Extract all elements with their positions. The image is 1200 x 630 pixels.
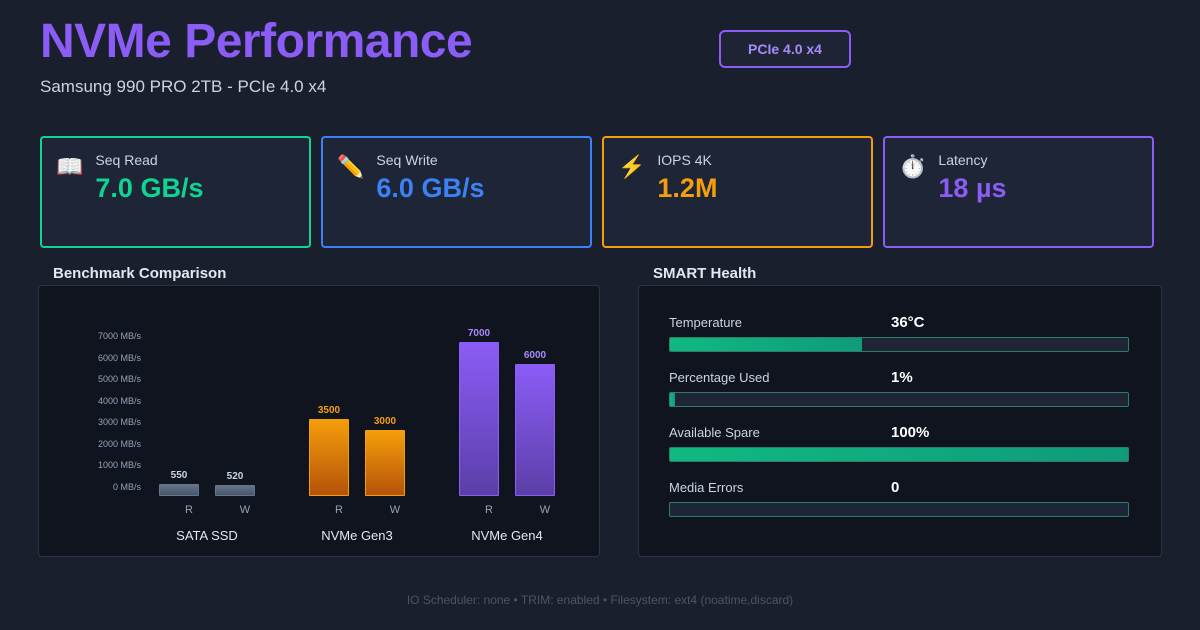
- stat-card: ⚡ IOPS 4K 1.2M: [602, 136, 873, 248]
- chart-bar-column: 6000: [515, 350, 555, 496]
- smart-metric-row: Percentage Used 1%: [669, 369, 1133, 407]
- chart-bar-op-label: R: [185, 504, 193, 516]
- chart-bar-column: 7000: [459, 328, 499, 496]
- smart-metric-row: Temperature 36°C: [669, 314, 1133, 352]
- chart-bar-column: 520: [215, 471, 255, 496]
- page-header: NVMe Performance Samsung 990 PRO 2TB - P…: [40, 14, 473, 97]
- chart-axis-tick: 4000 MB/s: [97, 395, 141, 406]
- smart-metric-name: Percentage Used: [669, 370, 770, 385]
- chart-bar-column: 3500: [309, 405, 349, 496]
- smart-health-panel: Temperature 36°C Percentage Used 1% Availabl…: [638, 285, 1162, 557]
- smart-metric-row: Available Spare 100%: [669, 424, 1133, 462]
- smart-metric-value: 100%: [891, 424, 930, 441]
- page-title: NVMe Performance: [40, 15, 473, 68]
- stat-card-value: 7.0 GB/s: [95, 172, 204, 203]
- chart-bar-value-label: 3500: [317, 405, 341, 416]
- smart-metric-name: Media Errors: [669, 480, 744, 495]
- smart-metric-bar-track: [669, 392, 1129, 407]
- chart-bar-group: 550 520: [147, 470, 267, 496]
- smart-metric-value: 36°C: [891, 314, 925, 331]
- stat-card-label: IOPS 4K: [657, 152, 712, 168]
- chart-group-label: SATA SSD: [176, 528, 238, 543]
- smart-metric-bar-track: [669, 502, 1129, 517]
- smart-metric-bar-track: [669, 447, 1129, 462]
- stat-card-label: Latency: [938, 152, 988, 168]
- chart-bar: [215, 484, 255, 496]
- open-book-icon: 📖: [56, 154, 84, 179]
- stat-card-row: 📖 Seq Read 7.0 GB/s ✏️ Seq Write 6.0 GB/s ⚡ IOP…: [40, 136, 1154, 248]
- stat-card-label: Seq Read: [95, 152, 158, 168]
- smart-metric-bar-fill: [670, 338, 863, 351]
- stat-card: 📖 Seq Read 7.0 GB/s: [40, 136, 311, 248]
- stat-card: ⏱️ Latency 18 µs: [883, 136, 1154, 248]
- benchmark-section-title: Benchmark Comparison: [53, 265, 227, 282]
- smart-metric-bar-fill: [670, 393, 675, 406]
- chart-bar-op-label: W: [239, 504, 251, 516]
- chart-axis-tick: 7000 MB/s: [97, 331, 141, 341]
- chart-axis-tick: 3000 MB/s: [97, 417, 141, 427]
- chart-group-label: NVMe Gen4: [471, 528, 543, 543]
- smart-metric-name: Temperature: [669, 315, 742, 330]
- chart-bar-value-label: 3000: [373, 416, 397, 427]
- lightning-icon: ⚡: [618, 154, 646, 179]
- chart-bar-op-label: R: [335, 504, 343, 516]
- smart-section-title: SMART Health: [653, 265, 757, 282]
- chart-bar-column: 550: [159, 470, 199, 496]
- chart-group-label: NVMe Gen3: [321, 528, 393, 543]
- benchmark-chart-panel: 7000 MB/s 6000 MB/s 5000 MB/s 4000 MB/s 3000…: [38, 285, 600, 557]
- stat-card-value: 6.0 GB/s: [376, 172, 485, 203]
- chart-bar-op-label: W: [539, 504, 551, 516]
- chart-axis-tick: 1000 MB/s: [97, 460, 141, 470]
- chart-bar-group: 3500 3000: [297, 405, 417, 496]
- chart-bar-group: 7000 6000: [447, 328, 567, 496]
- smart-metric-list: Temperature 36°C Percentage Used 1% Availabl…: [669, 314, 1133, 534]
- chart-bar: [459, 342, 499, 496]
- chart-bar: [365, 430, 405, 496]
- pcie-link-badge: PCIe 4.0 x4: [719, 30, 851, 68]
- chart-bar-value-label: 550: [170, 469, 188, 481]
- smart-metric-name: Available Spare: [669, 425, 760, 440]
- footer-status-text: IO Scheduler: none • TRIM: enabled • Fil…: [406, 593, 794, 607]
- chart-bar-op-label: R: [485, 504, 493, 516]
- stat-card-value: 18 µs: [938, 172, 1007, 203]
- chart-bar: [159, 483, 199, 496]
- chart-axis-tick: 6000 MB/s: [97, 352, 141, 363]
- chart-axis-tick: 5000 MB/s: [97, 374, 141, 384]
- smart-metric-row: Media Errors 0: [669, 479, 1133, 517]
- chart-axis-tick: 2000 MB/s: [97, 438, 141, 449]
- stat-card-label: Seq Write: [376, 152, 438, 168]
- pencil-icon: ✏️: [337, 154, 365, 179]
- chart-plot-area: 550 520 R W SATA SSD 3500 3000 R W NVMe Gen3 7000 6…: [147, 328, 577, 543]
- pcie-badge-label: PCIe 4.0 x4: [748, 41, 822, 57]
- chart-bar: [309, 419, 349, 496]
- stat-card: ✏️ Seq Write 6.0 GB/s: [321, 136, 592, 248]
- smart-metric-value: 1%: [891, 369, 913, 386]
- chart-bar-value-label: 7000: [467, 328, 491, 339]
- chart-y-axis: 7000 MB/s 6000 MB/s 5000 MB/s 4000 MB/s 3000…: [61, 331, 141, 503]
- smart-metric-value: 0: [891, 479, 900, 496]
- smart-metric-bar-fill: [670, 448, 1128, 461]
- chart-bar-column: 3000: [365, 416, 405, 496]
- chart-axis-tick: 0 MB/s: [112, 481, 141, 492]
- stopwatch-icon: ⏱️: [899, 154, 927, 179]
- chart-bar-value-label: 520: [226, 470, 244, 482]
- chart-bar-value-label: 6000: [523, 350, 547, 361]
- chart-bar-op-label: W: [389, 504, 401, 516]
- smart-metric-bar-track: [669, 337, 1129, 352]
- chart-bar: [515, 364, 555, 496]
- page-subtitle: Samsung 990 PRO 2TB - PCIe 4.0 x4: [40, 77, 327, 97]
- stat-card-value: 1.2M: [657, 172, 718, 203]
